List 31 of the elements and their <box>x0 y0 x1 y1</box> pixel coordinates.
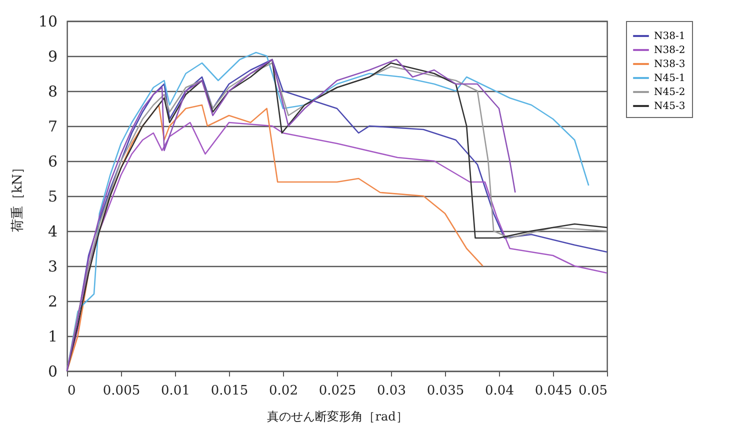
y-tick-label: 2 <box>48 292 58 310</box>
y-tick-label: 0 <box>48 362 58 380</box>
x-tick-label: 0.025 <box>318 384 356 398</box>
legend-label: N45-1 <box>654 73 686 84</box>
legend-label: N38-3 <box>654 59 686 70</box>
y-tick-label: 5 <box>48 188 58 206</box>
y-tick-label: 9 <box>48 48 58 66</box>
y-tick-label: 4 <box>48 222 58 240</box>
x-tick-label: 0.01 <box>161 384 190 398</box>
x-tick-label: 0.05 <box>578 384 608 398</box>
y-axis-title: 荷重［kN］ <box>10 160 26 232</box>
x-tick-label: 0.005 <box>102 384 140 398</box>
legend-label: N45-2 <box>654 87 686 98</box>
x-tick-label: 0.02 <box>269 384 298 398</box>
x-axis-title: 真のせん断変形角［rad］ <box>267 410 408 424</box>
y-tick-label: 7 <box>48 118 58 136</box>
legend-label: N45-3 <box>654 101 686 112</box>
x-tick-label: 0.03 <box>377 384 406 398</box>
x-tick-label: 0.035 <box>426 384 464 398</box>
y-tick-label: 8 <box>48 82 58 100</box>
x-tick-label: 0 <box>68 384 76 398</box>
legend-label: N38-1 <box>654 31 686 42</box>
y-tick-label: 6 <box>48 152 58 170</box>
y-tick-label: 3 <box>48 258 58 276</box>
legend-label: N38-2 <box>654 45 686 56</box>
y-tick-label: 1 <box>48 328 58 346</box>
x-tick-label: 0.015 <box>210 384 248 398</box>
line-series <box>66 58 516 372</box>
x-tick-label: 0.04 <box>485 384 514 398</box>
x-tick-label: 0.045 <box>534 384 572 398</box>
y-tick-label: 10 <box>38 12 58 30</box>
